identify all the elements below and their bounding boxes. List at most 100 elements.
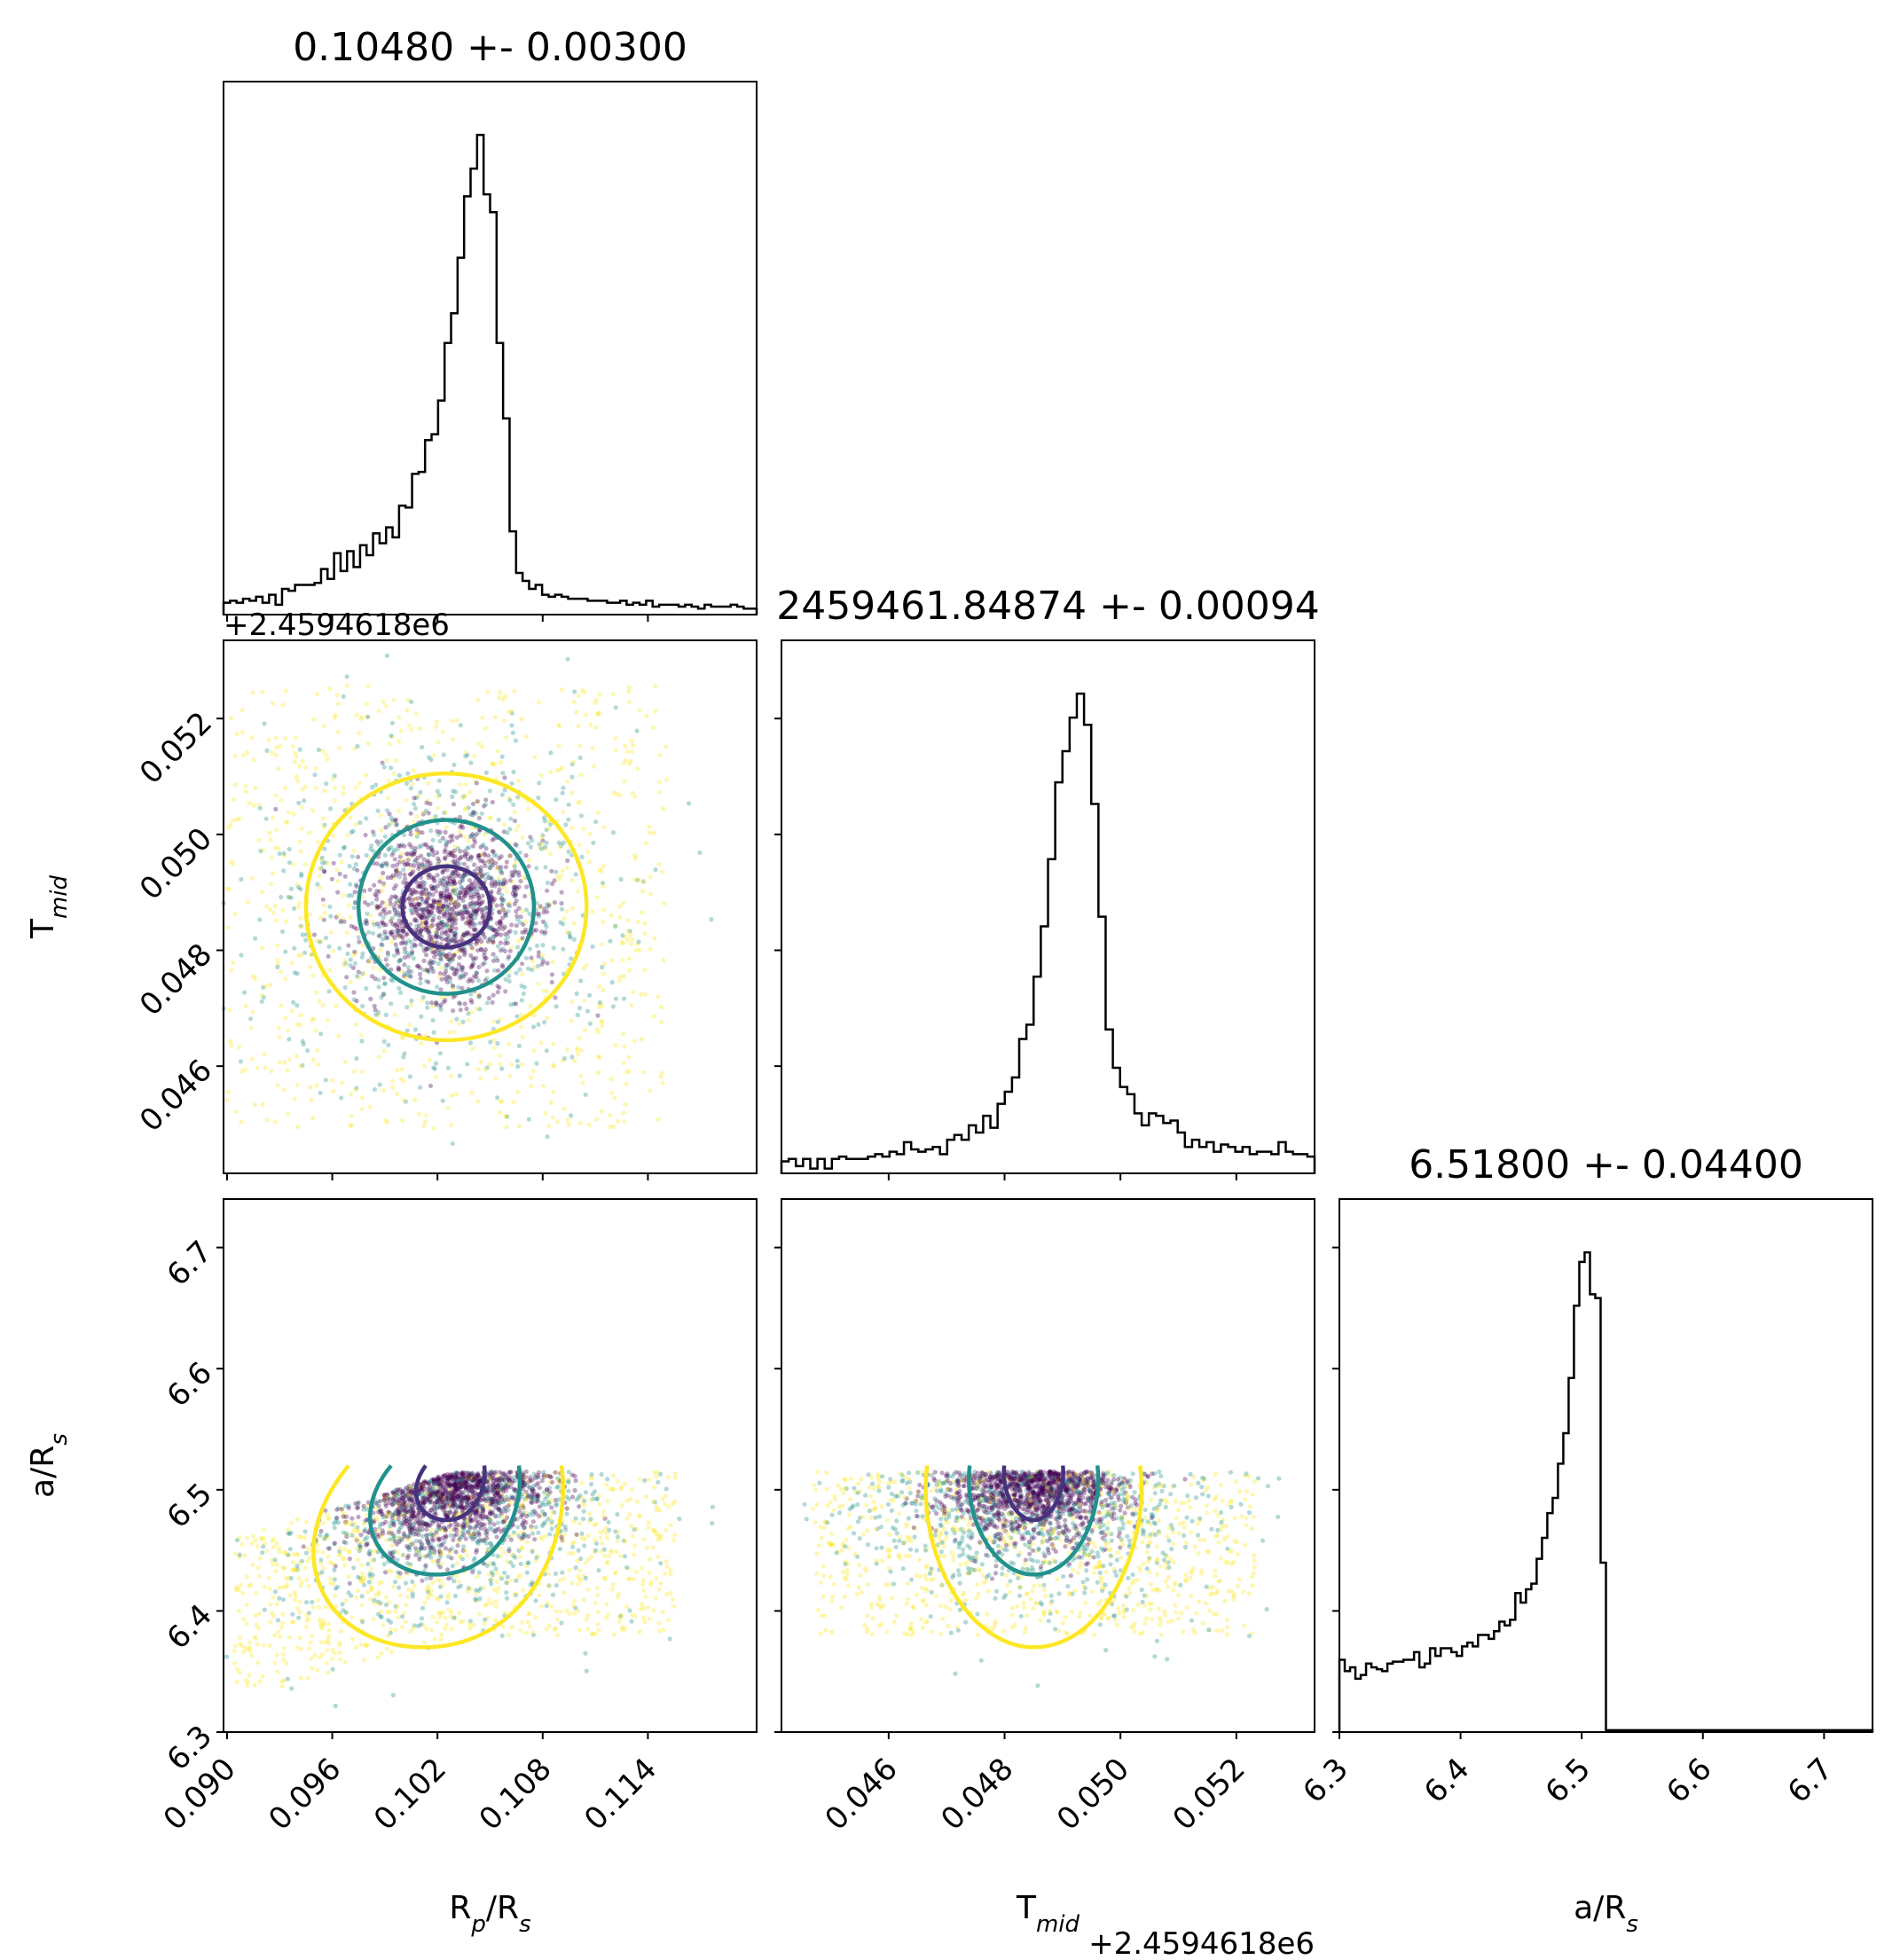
scatter-point	[596, 1054, 602, 1060]
scatter-point	[499, 1633, 505, 1638]
scatter-point	[571, 1519, 577, 1525]
scatter-point	[516, 870, 522, 875]
scatter-point	[545, 989, 550, 994]
scatter-point	[295, 905, 301, 910]
scatter-point	[592, 764, 597, 770]
scatter-point	[234, 731, 239, 737]
scatter-point	[420, 913, 425, 918]
scatter-point	[480, 913, 486, 918]
scatter-point	[468, 1517, 474, 1522]
scatter-point	[449, 922, 454, 928]
scatter-point	[331, 860, 336, 866]
scatter-point	[253, 936, 258, 941]
scatter-point	[522, 984, 528, 990]
scatter-point	[426, 811, 431, 816]
scatter-point	[461, 794, 467, 799]
scatter-point	[454, 1561, 459, 1566]
scatter-point	[365, 911, 370, 916]
scatter-point	[640, 879, 647, 885]
scatter-point	[445, 1567, 451, 1572]
scatter-point	[571, 1540, 577, 1545]
scatter-point	[463, 921, 468, 926]
scatter-point	[456, 1611, 462, 1616]
scatter-point	[570, 1544, 576, 1549]
scatter-point	[380, 888, 385, 894]
scatter-point	[579, 1531, 585, 1536]
scatter-point	[420, 861, 425, 867]
scatter-point	[561, 921, 566, 927]
scatter-point	[340, 1080, 345, 1086]
scatter-point	[386, 1042, 391, 1047]
scatter-point	[330, 1647, 335, 1652]
scatter-point	[456, 893, 461, 899]
scatter-point	[628, 932, 633, 937]
scatter-point	[477, 852, 483, 858]
scatter-point	[437, 1614, 443, 1619]
scatter-point	[423, 946, 428, 952]
scatter-point	[467, 1040, 474, 1046]
scatter-point	[272, 1633, 278, 1638]
scatter-point	[237, 1635, 243, 1640]
scatter-point	[474, 882, 479, 888]
scatter-point	[433, 724, 438, 730]
scatter-point	[435, 922, 440, 928]
scatter-point	[400, 1118, 405, 1124]
scatter-point	[409, 939, 414, 945]
scatter-point	[414, 923, 420, 929]
scatter-point	[539, 835, 545, 840]
scatter-point	[608, 913, 614, 918]
scatter-point	[379, 827, 384, 833]
scatter-point	[516, 873, 522, 878]
scatter-point	[523, 734, 530, 740]
scatter-point	[389, 929, 395, 935]
scatter-point	[578, 772, 584, 778]
scatter-point	[450, 794, 455, 800]
scatter-point	[356, 854, 361, 859]
scatter-point	[432, 884, 437, 890]
scatter-point	[416, 830, 421, 835]
scatter-point	[283, 736, 288, 741]
scatter-point	[576, 1581, 581, 1587]
scatter-point	[296, 1534, 302, 1540]
scatter-point	[330, 1666, 335, 1672]
scatter-point	[617, 904, 623, 909]
scatter-point	[518, 878, 523, 884]
scatter-point	[391, 886, 396, 891]
scatter-point	[277, 1595, 282, 1601]
scatter-point	[428, 903, 434, 908]
scatter-point	[404, 931, 410, 937]
scatter-point	[468, 965, 474, 970]
scatter-point	[618, 876, 624, 882]
scatter-point	[420, 899, 425, 905]
scatter-point	[517, 850, 523, 855]
scatter-point	[450, 916, 455, 921]
scatter-point	[416, 929, 421, 936]
scatter-point	[520, 1062, 525, 1067]
scatter-point	[408, 1002, 413, 1007]
scatter-point	[498, 940, 504, 945]
scatter-point	[501, 898, 506, 903]
scatter-point	[564, 1047, 569, 1052]
scatter-point	[460, 898, 466, 904]
scatter-point	[497, 694, 502, 700]
scatter-point	[412, 942, 417, 947]
scatter-point	[403, 970, 408, 976]
scatter-point	[414, 827, 420, 833]
scatter-point	[268, 907, 273, 913]
scatter-point	[436, 905, 442, 910]
scatter-point	[537, 1513, 542, 1519]
scatter-point	[408, 1489, 413, 1494]
scatter-point	[489, 875, 494, 881]
scatter-point	[442, 1539, 447, 1544]
scatter-point	[283, 819, 289, 826]
scatter-point	[502, 924, 507, 929]
scatter-point	[457, 1073, 463, 1078]
scatter-point	[496, 890, 501, 896]
scatter-point	[503, 911, 508, 916]
scatter-point	[352, 951, 358, 956]
scatter-point	[422, 863, 428, 868]
scatter-point	[326, 944, 332, 949]
scatter-point	[444, 1501, 450, 1507]
scatter-point	[500, 1514, 506, 1519]
scatter-point	[334, 914, 339, 920]
